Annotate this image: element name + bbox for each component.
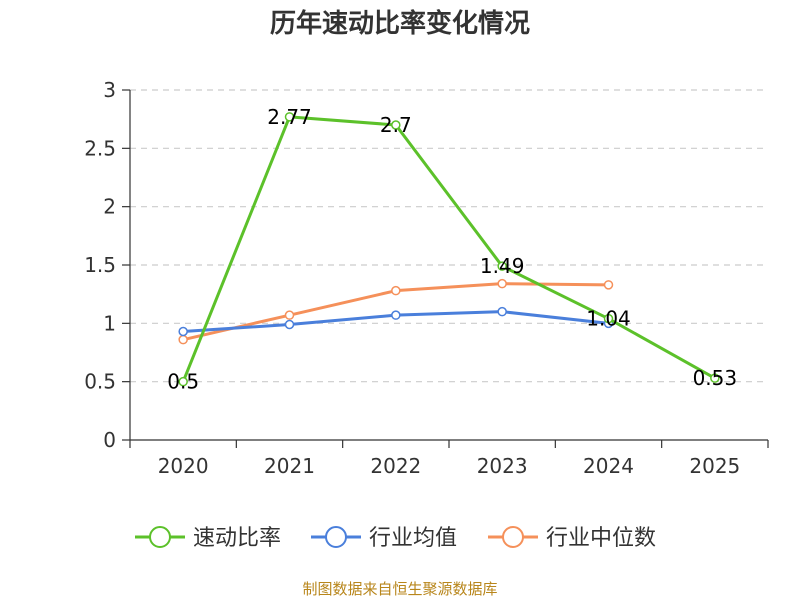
data-point	[710, 373, 720, 383]
axes: 0 0.5 1 1.5 2 2.5 3 2020 2021 2022 2023 2024 2025	[84, 78, 769, 478]
x-tick-label: 2021	[264, 454, 315, 478]
source-note: 制图数据来自恒生聚源数据库	[302, 580, 497, 598]
legend-marker	[149, 526, 171, 548]
y-tick-label: 1.5	[84, 253, 116, 277]
legend-label: 行业中位数	[546, 526, 656, 551]
data-point	[391, 310, 401, 320]
data-point	[178, 376, 188, 387]
x-tick-label: 2024	[583, 454, 634, 478]
data-labels: 0.5 2.77 2.7 1.49 1.04 0.53	[167, 105, 737, 394]
x-tick-label: 2022	[370, 454, 421, 478]
data-label: 0.5	[167, 370, 199, 394]
data-point	[284, 112, 295, 122]
data-point	[284, 310, 295, 320]
data-point	[603, 280, 614, 290]
series-line	[181, 115, 716, 383]
x-tick-label: 2025	[689, 454, 740, 478]
data-point	[178, 326, 188, 337]
legend-marker	[502, 526, 524, 548]
x-tick-label: 2023	[477, 454, 528, 478]
data-point	[497, 306, 507, 317]
y-tick-label: 3	[103, 78, 116, 102]
legend-label: 速动比率	[193, 526, 281, 551]
data-label: 1.49	[480, 254, 525, 278]
data-label: 2.77	[267, 105, 312, 129]
data-label: 0.53	[693, 366, 738, 390]
data-point	[391, 285, 401, 296]
y-tick-label: 0	[103, 428, 116, 452]
legend-label: 行业均值	[369, 526, 457, 551]
x-tick-label: 2020	[158, 454, 209, 478]
data-point	[391, 120, 401, 130]
y-tick-label: 0.5	[84, 370, 116, 394]
data-point	[284, 319, 295, 330]
series-layer	[178, 112, 720, 387]
data-label: 1.04	[586, 307, 631, 331]
data-point	[178, 334, 188, 345]
data-point	[603, 313, 614, 324]
y-tick-label: 2	[103, 195, 116, 219]
grid-lines	[130, 89, 768, 383]
legend-marker	[325, 526, 347, 548]
y-tick-label: 1	[103, 311, 116, 335]
data-point	[497, 261, 507, 271]
y-tick-label: 2.5	[84, 136, 116, 160]
legend: 速动比率 行业均值 行业中位数	[135, 526, 656, 551]
data-point	[497, 278, 507, 289]
chart-title: 历年速动比率变化情况	[270, 8, 530, 39]
data-label: 2.7	[380, 113, 412, 137]
